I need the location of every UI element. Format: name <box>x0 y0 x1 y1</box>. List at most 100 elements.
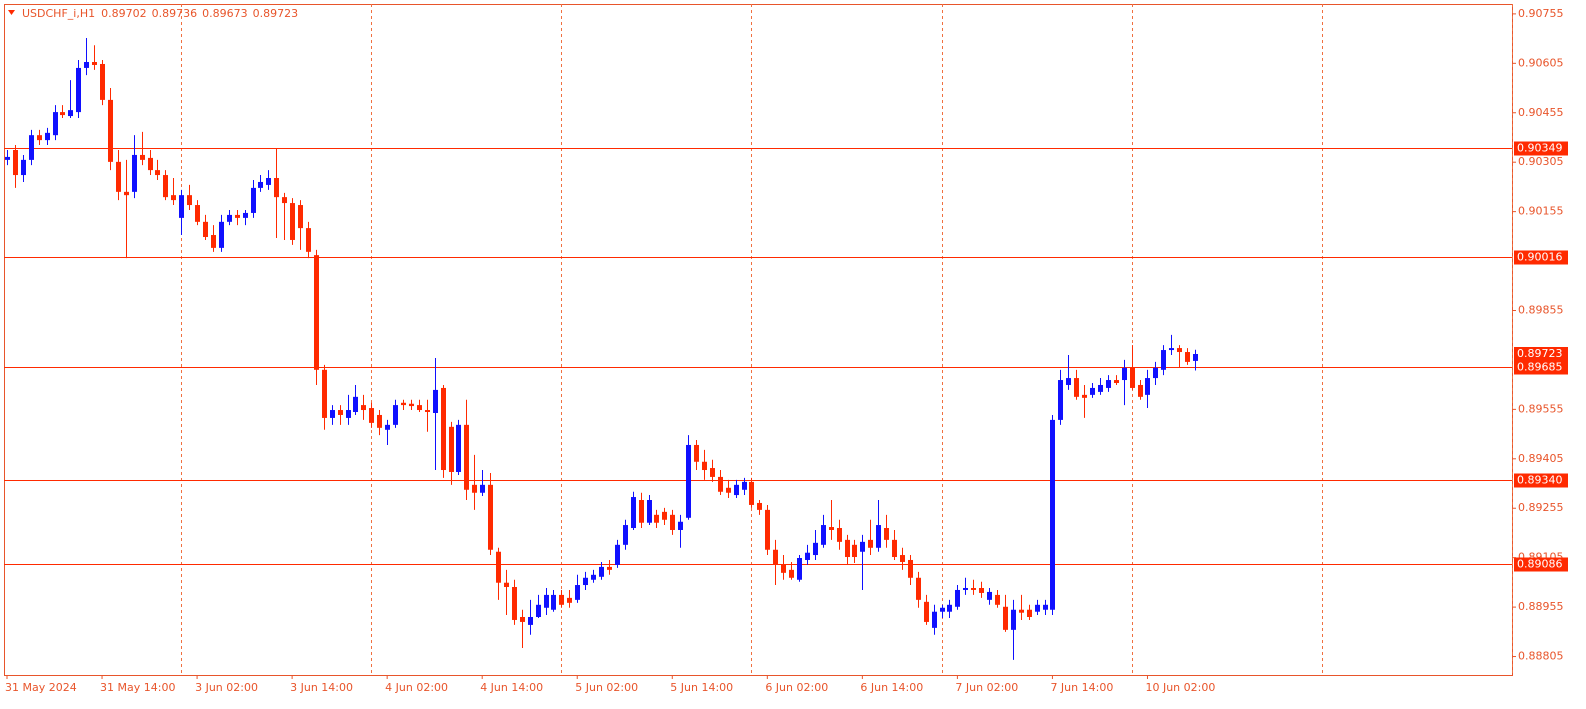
candle-body <box>5 156 10 160</box>
level-label: 0.89086 <box>1517 558 1563 571</box>
candle-body <box>821 525 826 545</box>
y-tick-label: 0.88805 <box>1518 650 1564 663</box>
candle-body <box>60 112 65 116</box>
candle-body <box>1130 367 1135 388</box>
candle-body <box>235 214 240 218</box>
candle-body <box>1114 380 1119 384</box>
candle-body <box>607 566 612 570</box>
bid-label-box <box>1514 347 1568 362</box>
candle-body <box>100 63 105 100</box>
candle-body <box>266 178 271 185</box>
candle-body <box>845 539 850 558</box>
candle-body <box>417 405 422 411</box>
candle-body <box>211 235 216 248</box>
candle-body <box>654 514 659 523</box>
candle-body <box>1066 378 1071 385</box>
candle-body <box>148 157 153 171</box>
candle-body <box>132 154 137 192</box>
candle-body <box>116 161 121 192</box>
candle-body <box>84 62 89 68</box>
x-tick-label: 31 May 2024 <box>5 681 77 694</box>
header-open: 0.89702 <box>101 7 147 20</box>
x-tick-label: 4 Jun 14:00 <box>480 681 543 694</box>
level-label: 0.89685 <box>1517 361 1563 374</box>
candle-body <box>932 611 937 628</box>
candle-body <box>401 402 406 406</box>
candle-body <box>987 591 992 600</box>
candle-body <box>346 410 351 418</box>
candle-body <box>749 481 754 505</box>
candle-body <box>892 539 897 558</box>
y-tick-label: 0.90755 <box>1518 7 1564 20</box>
candle-body <box>290 203 295 240</box>
header-high: 0.89736 <box>152 7 198 20</box>
candle-body <box>441 387 446 471</box>
candle-body <box>623 525 628 545</box>
candle-body <box>1019 609 1024 613</box>
candle-body <box>37 135 42 141</box>
candle-body <box>1193 354 1198 361</box>
candle-body <box>92 62 97 65</box>
candle-body <box>1090 387 1095 395</box>
candle-body <box>369 408 374 423</box>
candle-body <box>377 414 382 428</box>
candle-body <box>773 549 778 565</box>
candle-body <box>1050 419 1055 610</box>
header-low: 0.89673 <box>202 7 248 20</box>
candle-body <box>995 594 1000 605</box>
candle-body <box>219 221 224 248</box>
x-tick-label: 6 Jun 14:00 <box>860 681 923 694</box>
candle-body <box>108 99 113 162</box>
candle-body <box>979 587 984 593</box>
candle-body <box>1098 384 1103 392</box>
candle-body <box>1035 604 1040 612</box>
candle-body <box>29 135 34 160</box>
x-tick-label: 6 Jun 02:00 <box>765 681 828 694</box>
candle-body <box>797 558 802 580</box>
candle-body <box>1043 604 1048 610</box>
chart-header: USDCHF_i,H1 0.89702 0.89736 0.89673 0.89723 <box>22 7 298 20</box>
candle-body <box>353 396 358 413</box>
candle-body <box>860 541 865 552</box>
candle-body <box>900 555 905 562</box>
candle-body <box>1138 384 1143 397</box>
x-tick-label: 4 Jun 02:00 <box>385 681 448 694</box>
y-tick-label: 0.90605 <box>1518 56 1564 69</box>
candle-body <box>1145 378 1150 395</box>
candle-body <box>456 424 461 472</box>
plot-border <box>4 4 1513 676</box>
candle-body <box>1106 380 1111 388</box>
candle-body <box>155 170 160 176</box>
x-tick-label: 5 Jun 14:00 <box>670 681 733 694</box>
candle-body <box>1011 609 1016 630</box>
candle-body <box>338 410 343 415</box>
candle-body <box>781 564 786 573</box>
candle-body <box>678 521 683 530</box>
candle-body <box>124 191 129 196</box>
candle-body <box>203 221 208 238</box>
candle-body <box>1082 394 1087 398</box>
candle-body <box>449 426 454 472</box>
candle-body <box>314 255 319 370</box>
candle-body <box>258 181 263 188</box>
candle-body <box>179 195 184 218</box>
level-label: 0.90016 <box>1517 251 1563 264</box>
x-tick-label: 3 Jun 02:00 <box>195 681 258 694</box>
candle-body <box>765 509 770 550</box>
candle-body <box>686 444 691 518</box>
candle-body <box>694 444 699 462</box>
candle-body <box>916 577 921 600</box>
candle-body <box>591 574 596 580</box>
level-label-box <box>1514 473 1568 488</box>
candle-body <box>187 195 192 206</box>
candle-body <box>1027 609 1032 617</box>
chart-title: USDCHF_i,H1 <box>22 7 95 20</box>
candle-body <box>1169 348 1174 351</box>
candle-body <box>837 528 842 542</box>
candle-body <box>243 212 248 218</box>
candle-body <box>520 616 525 622</box>
candle-body <box>163 175 168 198</box>
y-tick-label: 0.89255 <box>1518 501 1564 514</box>
candle-body <box>947 604 952 612</box>
candle-body <box>829 527 834 530</box>
